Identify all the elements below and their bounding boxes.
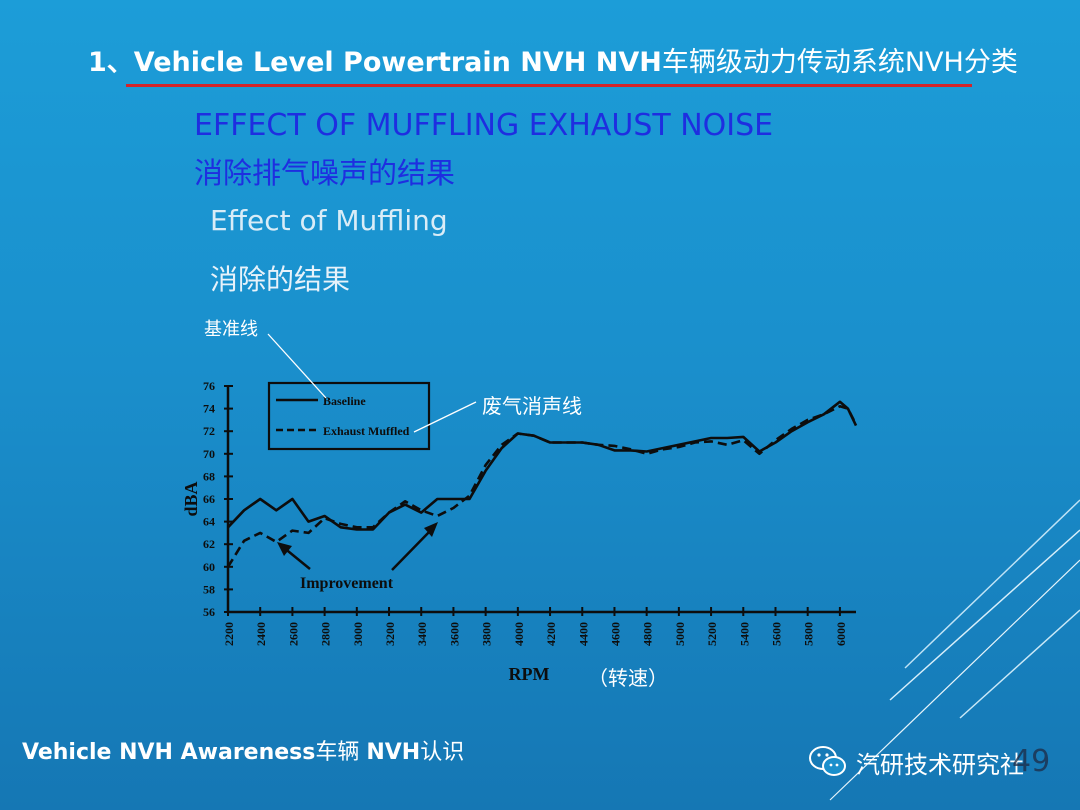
y-tick-label: 74 (203, 402, 215, 416)
slide-title-cn: 车辆级动力传动系统NVH分类 (661, 47, 1018, 78)
x-tick-label: 6000 (834, 622, 848, 646)
x-tick-label: 4400 (576, 622, 590, 646)
y-tick-label: 72 (203, 424, 215, 438)
y-tick-label: 60 (203, 560, 215, 574)
wechat-icon (809, 746, 846, 776)
title-underline (126, 84, 972, 87)
x-tick-label: 2200 (222, 622, 236, 646)
x-tick-label: 5600 (769, 622, 783, 646)
x-tick-label: 4800 (641, 622, 655, 646)
series-line-baseline (227, 400, 858, 531)
x-tick-label: 2800 (319, 622, 333, 646)
y-tick-label: 62 (203, 537, 215, 551)
y-tick-label: 64 (203, 515, 215, 529)
x-tick-label: 5000 (673, 622, 687, 646)
legend-label: Baseline (323, 394, 366, 408)
y-tick-label: 68 (203, 469, 215, 483)
x-tick-label: 2600 (286, 622, 300, 646)
baseline-callout-line (267, 333, 327, 399)
x-tick-label: 5400 (737, 622, 751, 646)
chart-ticks: 56 58 60 62 64 66 68 70 72 74 76 2200 2400 2600 2800 30… (203, 379, 848, 646)
y-axis-label: dBA (181, 481, 201, 516)
x-tick-label: 4000 (512, 622, 526, 646)
section-heading-cn: 消除的结果 (210, 263, 351, 296)
improvement-arrowhead-left (277, 542, 292, 556)
legend-label: Exhaust Muffled (323, 424, 410, 438)
muffled-callout-line (413, 401, 477, 433)
rpm-cn-label: （转速） (588, 666, 668, 690)
footer-en: Vehicle NVH Awareness (22, 740, 316, 765)
improvement-label: Improvement (300, 575, 394, 592)
x-tick-label: 2400 (254, 622, 268, 646)
y-tick-label: 70 (203, 447, 215, 461)
watermark: 汽研技术研究社 (808, 742, 1024, 782)
slide-title: 1、Vehicle Level Powertrain NVH NVH车辆级动力传… (88, 40, 1018, 79)
footer-cn-2: 认识 (420, 740, 465, 765)
x-tick-label: 3600 (447, 622, 461, 646)
page-number: 49 (1012, 744, 1051, 779)
muffled-cn-label: 废气消声线 (482, 394, 582, 418)
y-tick-label: 56 (203, 605, 215, 619)
slide-title-en: 1、Vehicle Level Powertrain NVH NVH (88, 47, 662, 78)
y-tick-label: 58 (203, 582, 215, 596)
chart-series (226, 400, 858, 568)
y-tick-label: 76 (203, 379, 215, 393)
x-tick-label: 5800 (802, 622, 816, 646)
chart-legend: Baseline Exhaust Muffled (267, 381, 431, 451)
section-heading-en: Effect of Muffling (210, 204, 448, 237)
x-tick-label: 4200 (544, 622, 558, 646)
legend-box (267, 381, 431, 451)
footer-text: Vehicle NVH Awareness车辆 NVH认识 (22, 734, 464, 766)
footer-en-2: NVH (366, 740, 421, 765)
y-tick-label: 66 (203, 492, 215, 506)
improvement-arrow-right (391, 528, 433, 571)
x-axis-label: RPM (509, 664, 550, 684)
subtitle-cn: 消除排气噪声的结果 (194, 156, 456, 190)
watermark-text: 汽研技术研究社 (856, 750, 1024, 779)
improvement-arrowhead-right (424, 522, 438, 537)
x-tick-label: 3400 (415, 622, 429, 646)
x-tick-label: 3000 (351, 622, 365, 646)
x-tick-label: 3200 (383, 622, 397, 646)
x-tick-label: 4600 (608, 622, 622, 646)
x-tick-label: 3800 (480, 622, 494, 646)
x-tick-label: 5200 (705, 622, 719, 646)
subtitle-en: EFFECT OF MUFFLING EXHAUST NOISE (194, 108, 774, 143)
baseline-cn-label: 基准线 (204, 319, 258, 340)
footer-cn-1: 车辆 (315, 740, 367, 765)
